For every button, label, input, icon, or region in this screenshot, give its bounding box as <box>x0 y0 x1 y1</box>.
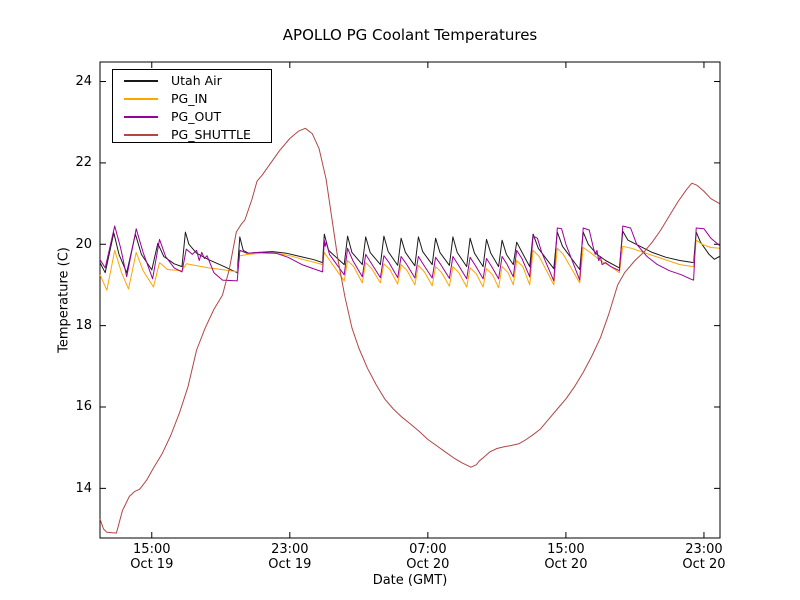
legend-label-pg-out: PG_OUT <box>171 109 222 124</box>
x-tick-label-0: 15:00 Oct 19 <box>130 542 174 572</box>
legend-swatch-pg-in <box>124 97 158 100</box>
x-axis-label: Date (GMT) <box>372 573 448 588</box>
y-tick-label-1: 16 <box>75 399 92 415</box>
legend: Utah Air PG_IN PG_OUT PG_SHUTTLE <box>112 69 272 143</box>
legend-label-utah-air: Utah Air <box>171 73 222 88</box>
y-tick-label-5: 24 <box>75 74 92 90</box>
legend-item-pg-shuttle: PG_SHUTTLE <box>113 126 271 143</box>
legend-item-pg-out: PG_OUT <box>113 108 271 125</box>
axis-ticks <box>100 62 720 538</box>
legend-label-pg-shuttle: PG_SHUTTLE <box>171 127 251 142</box>
legend-swatch-pg-shuttle <box>124 133 158 136</box>
utah-air-line <box>99 230 720 274</box>
legend-swatch-utah-air <box>124 79 158 82</box>
plot-frame <box>99 61 721 539</box>
legend-item-utah-air: Utah Air <box>113 72 271 89</box>
pg-shuttle-line <box>99 127 720 534</box>
legend-label-pg-in: PG_IN <box>171 91 208 106</box>
x-tick-label-4: 23:00 Oct 20 <box>682 542 726 572</box>
x-tick-label-2: 07:00 Oct 20 <box>406 542 450 572</box>
y-tick-label-4: 22 <box>75 155 92 171</box>
legend-swatch-pg-out <box>124 115 158 118</box>
y-tick-label-3: 20 <box>75 236 92 252</box>
y-axis-label: Temperature (C) <box>56 247 72 353</box>
chart-title: APOLLO PG Coolant Temperatures <box>282 26 538 44</box>
series-lines <box>99 127 720 534</box>
pg-out-line <box>99 225 720 282</box>
x-tick-label-3: 15:00 Oct 20 <box>544 542 588 572</box>
y-tick-label-0: 14 <box>75 480 92 496</box>
pg-in-line <box>99 239 720 291</box>
legend-item-pg-in: PG_IN <box>113 90 271 107</box>
y-tick-label-2: 18 <box>75 318 92 334</box>
x-tick-label-1: 23:00 Oct 19 <box>268 542 312 572</box>
